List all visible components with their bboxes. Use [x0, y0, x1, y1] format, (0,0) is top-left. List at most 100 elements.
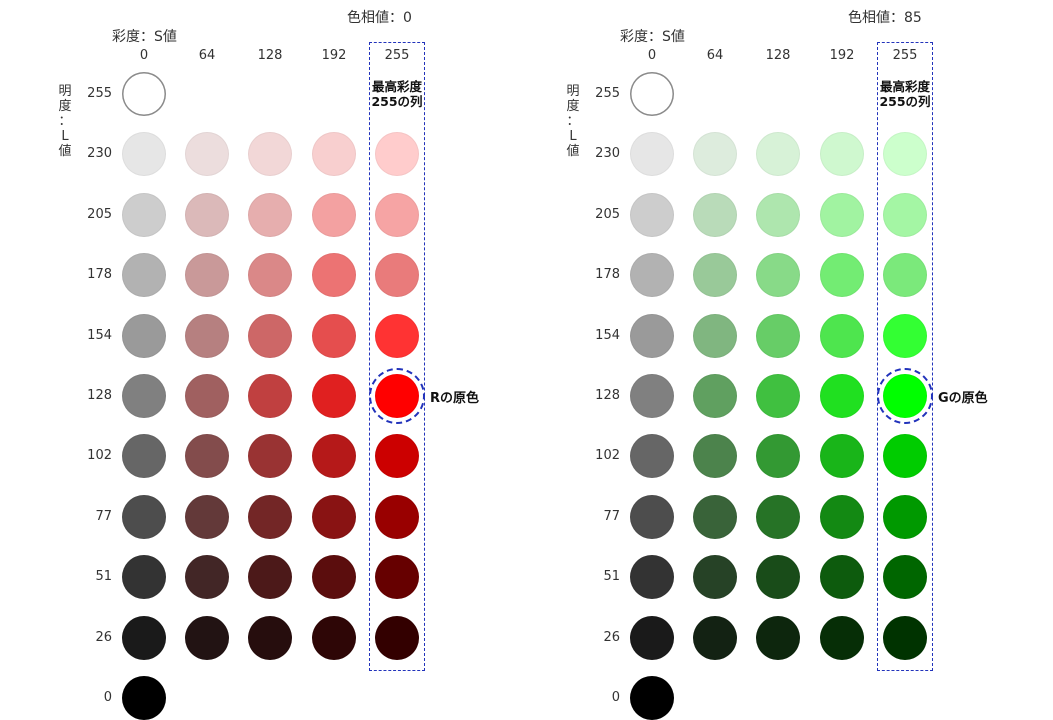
color-swatch: [820, 253, 864, 298]
color-swatch: [122, 494, 166, 539]
saturation-tick: 192: [321, 48, 347, 63]
color-swatch: [630, 676, 674, 720]
color-swatch: [122, 374, 166, 418]
saturation-axis-label: 彩度：S値: [620, 29, 685, 45]
lightness-tick: 77: [95, 508, 112, 524]
saturation-tick: 192: [829, 48, 855, 63]
color-swatch: [122, 253, 166, 298]
color-swatch: [122, 192, 166, 237]
lightness-axis-label: 明度： L 値: [564, 84, 582, 159]
color-swatch: [630, 72, 674, 116]
lightness-tick: 230: [595, 146, 620, 162]
color-swatch: [248, 313, 292, 358]
color-swatch: [630, 555, 674, 600]
max-saturation-label-line: 255の列: [371, 94, 423, 109]
color-swatch: [756, 132, 800, 177]
lightness-tick: 154: [595, 327, 620, 343]
lightness-tick: 128: [595, 388, 620, 403]
color-swatch: [693, 313, 737, 358]
color-swatch: [312, 555, 356, 600]
color-swatch: [693, 434, 737, 479]
color-swatch: [756, 615, 800, 660]
color-swatch: [122, 434, 166, 479]
color-swatch: [312, 374, 356, 418]
color-swatch: [375, 253, 419, 298]
color-swatch: [375, 434, 419, 479]
lightness-tick: 205: [87, 206, 112, 222]
primary-color-label: Gの原色: [938, 391, 988, 406]
color-swatch: [312, 615, 356, 660]
color-swatch: [248, 494, 292, 539]
lightness-axis-char: 明: [58, 84, 72, 99]
color-swatch: [375, 494, 419, 539]
max-saturation-label-line: 最高彩度: [371, 79, 422, 94]
color-swatch: [820, 374, 864, 418]
color-swatch: [820, 313, 864, 358]
lightness-tick: 0: [611, 690, 620, 705]
lightness-axis-char: ：: [58, 114, 72, 129]
color-swatch: [630, 192, 674, 237]
lightness-tick: 26: [95, 629, 112, 645]
lightness-tick: 26: [603, 629, 620, 645]
color-swatch: [248, 615, 292, 660]
primary-color-ring: [369, 368, 425, 424]
color-swatch: [693, 555, 737, 600]
saturation-tick: 128: [257, 48, 283, 63]
color-swatch: [693, 494, 737, 539]
color-swatch: [756, 374, 800, 418]
color-swatch: [312, 313, 356, 358]
color-swatch: [630, 374, 674, 418]
color-swatch: [375, 555, 419, 600]
lightness-tick: 154: [87, 327, 112, 343]
color-swatch: [756, 555, 800, 600]
lightness-axis-char: ：: [566, 114, 580, 129]
color-swatch: [185, 313, 229, 358]
color-swatch: [883, 615, 927, 660]
lightness-axis-char: L: [61, 129, 69, 144]
color-swatch: [122, 132, 166, 177]
color-swatch: [248, 555, 292, 600]
hue-panel-green: 色相値：85 彩度：S値明度： L 値 0 64 128 192 255 255 230 205 178…: [564, 0, 1004, 720]
lightness-tick: 178: [87, 267, 112, 283]
lightness-axis-label: 明度： L 値: [56, 84, 74, 159]
hue-value-label: 色相値：0: [347, 10, 412, 26]
saturation-tick: 255: [892, 48, 918, 63]
lightness-tick: 102: [595, 448, 620, 464]
color-swatch: [185, 253, 229, 298]
color-swatch: [248, 434, 292, 479]
color-swatch: [883, 494, 927, 539]
saturation-tick: 128: [765, 48, 791, 63]
color-swatch: [820, 615, 864, 660]
color-swatch: [630, 313, 674, 358]
color-swatch: [185, 615, 229, 660]
max-saturation-label: 最高彩度 255の列: [875, 79, 935, 109]
color-swatch: [375, 132, 419, 177]
primary-color-label: Rの原色: [430, 391, 480, 406]
color-swatch: [820, 192, 864, 237]
lightness-axis-char: 値: [58, 144, 72, 159]
hue-value-label: 色相値：85: [848, 10, 922, 26]
lightness-axis-char: 度: [566, 99, 580, 114]
color-swatch: [630, 132, 674, 177]
color-swatch: [122, 555, 166, 600]
color-swatch: [883, 313, 927, 358]
color-swatch: [375, 192, 419, 237]
color-swatch: [122, 313, 166, 358]
color-swatch: [693, 132, 737, 177]
lightness-tick: 178: [595, 267, 620, 283]
lightness-tick: 102: [87, 448, 112, 464]
lightness-tick: 255: [87, 86, 112, 101]
color-swatch: [756, 494, 800, 539]
color-swatch: [756, 253, 800, 298]
color-swatch: [185, 494, 229, 539]
color-swatch: [185, 555, 229, 600]
color-swatch: [883, 253, 927, 298]
color-swatch: [375, 313, 419, 358]
saturation-axis-label: 彩度：S値: [112, 29, 177, 45]
max-saturation-column-box: [877, 42, 933, 671]
max-saturation-label: 最高彩度 255の列: [367, 79, 427, 109]
color-swatch: [693, 615, 737, 660]
color-swatch: [312, 132, 356, 177]
color-swatch: [248, 374, 292, 418]
lightness-tick: 128: [87, 388, 112, 403]
